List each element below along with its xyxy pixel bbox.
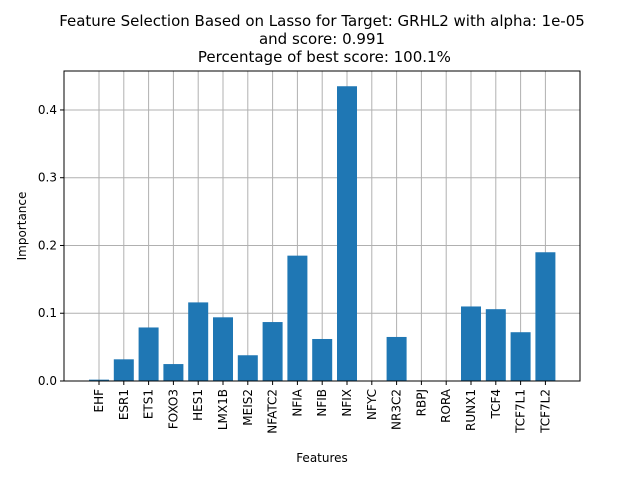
- bar-nfib: [312, 338, 333, 381]
- y-axis: 0.0 0.1 0.2 0.3 0.4: [38, 103, 64, 388]
- x-tick-label: EHF: [92, 389, 106, 413]
- y-tick-label: 0.1: [38, 306, 57, 320]
- x-tick-label: TCF4: [489, 389, 503, 420]
- bar-nfia: [287, 255, 308, 381]
- bar-nfatc2: [262, 322, 283, 381]
- bar-hes1: [188, 302, 209, 381]
- bar-tcf7l2: [535, 252, 556, 381]
- bar-tcf4: [485, 309, 506, 381]
- y-axis-label: Importance: [15, 192, 29, 261]
- y-tick-label: 0.3: [38, 171, 57, 185]
- x-tick-label: NR3C2: [390, 389, 404, 430]
- chart-title-line-1: Feature Selection Based on Lasso for Tar…: [59, 12, 585, 30]
- x-tick-label: HES1: [191, 389, 205, 421]
- plot-frame: [63, 70, 581, 382]
- x-axis: EHF ESR1 ETS1 FOXO3 HES1 LMX1B MEIS2 NFATC2 NFIA…: [92, 381, 552, 434]
- x-tick-label: LMX1B: [216, 389, 230, 430]
- y-tick-label: 0.2: [38, 238, 57, 252]
- x-tick-label: ESR1: [117, 389, 131, 420]
- x-tick-label: ETS1: [142, 389, 156, 419]
- bar-ehf: [89, 379, 109, 381]
- x-tick-label: TCF7L1: [514, 389, 528, 434]
- chart-title-line-3: Percentage of best score: 100.1%: [193, 48, 451, 66]
- x-tick-label: NFATC2: [266, 389, 280, 434]
- x-tick-label: NFIX: [340, 389, 354, 417]
- x-tick-label: MEIS2: [241, 389, 255, 426]
- x-tick-label: NFYC: [365, 389, 379, 420]
- bar-meis2: [237, 355, 258, 381]
- x-tick-label: RBPJ: [414, 389, 428, 416]
- bar-ets1: [138, 327, 159, 381]
- x-tick-label: NFIB: [315, 389, 329, 417]
- bar-foxo3: [163, 364, 184, 381]
- y-tick-label: 0.4: [38, 103, 57, 117]
- x-tick-label: TCF7L2: [538, 389, 552, 434]
- bars: [89, 86, 556, 381]
- bar-lmx1b: [213, 317, 233, 381]
- x-tick-label: NFIA: [290, 388, 304, 416]
- x-tick-label: FOXO3: [166, 389, 180, 429]
- chart-title-line-2: and score: 0.991: [259, 30, 385, 48]
- bar-runx1: [461, 306, 481, 381]
- bar-nfix: [337, 86, 357, 381]
- bar-tcf7l1: [510, 332, 531, 381]
- x-tick-label: RUNX1: [464, 389, 478, 431]
- bar-nr3c2: [386, 336, 407, 381]
- x-axis-label: Features: [296, 451, 348, 465]
- bar-esr1: [113, 359, 134, 381]
- y-tick-label: 0.0: [38, 374, 57, 388]
- x-tick-label: RORA: [439, 388, 453, 423]
